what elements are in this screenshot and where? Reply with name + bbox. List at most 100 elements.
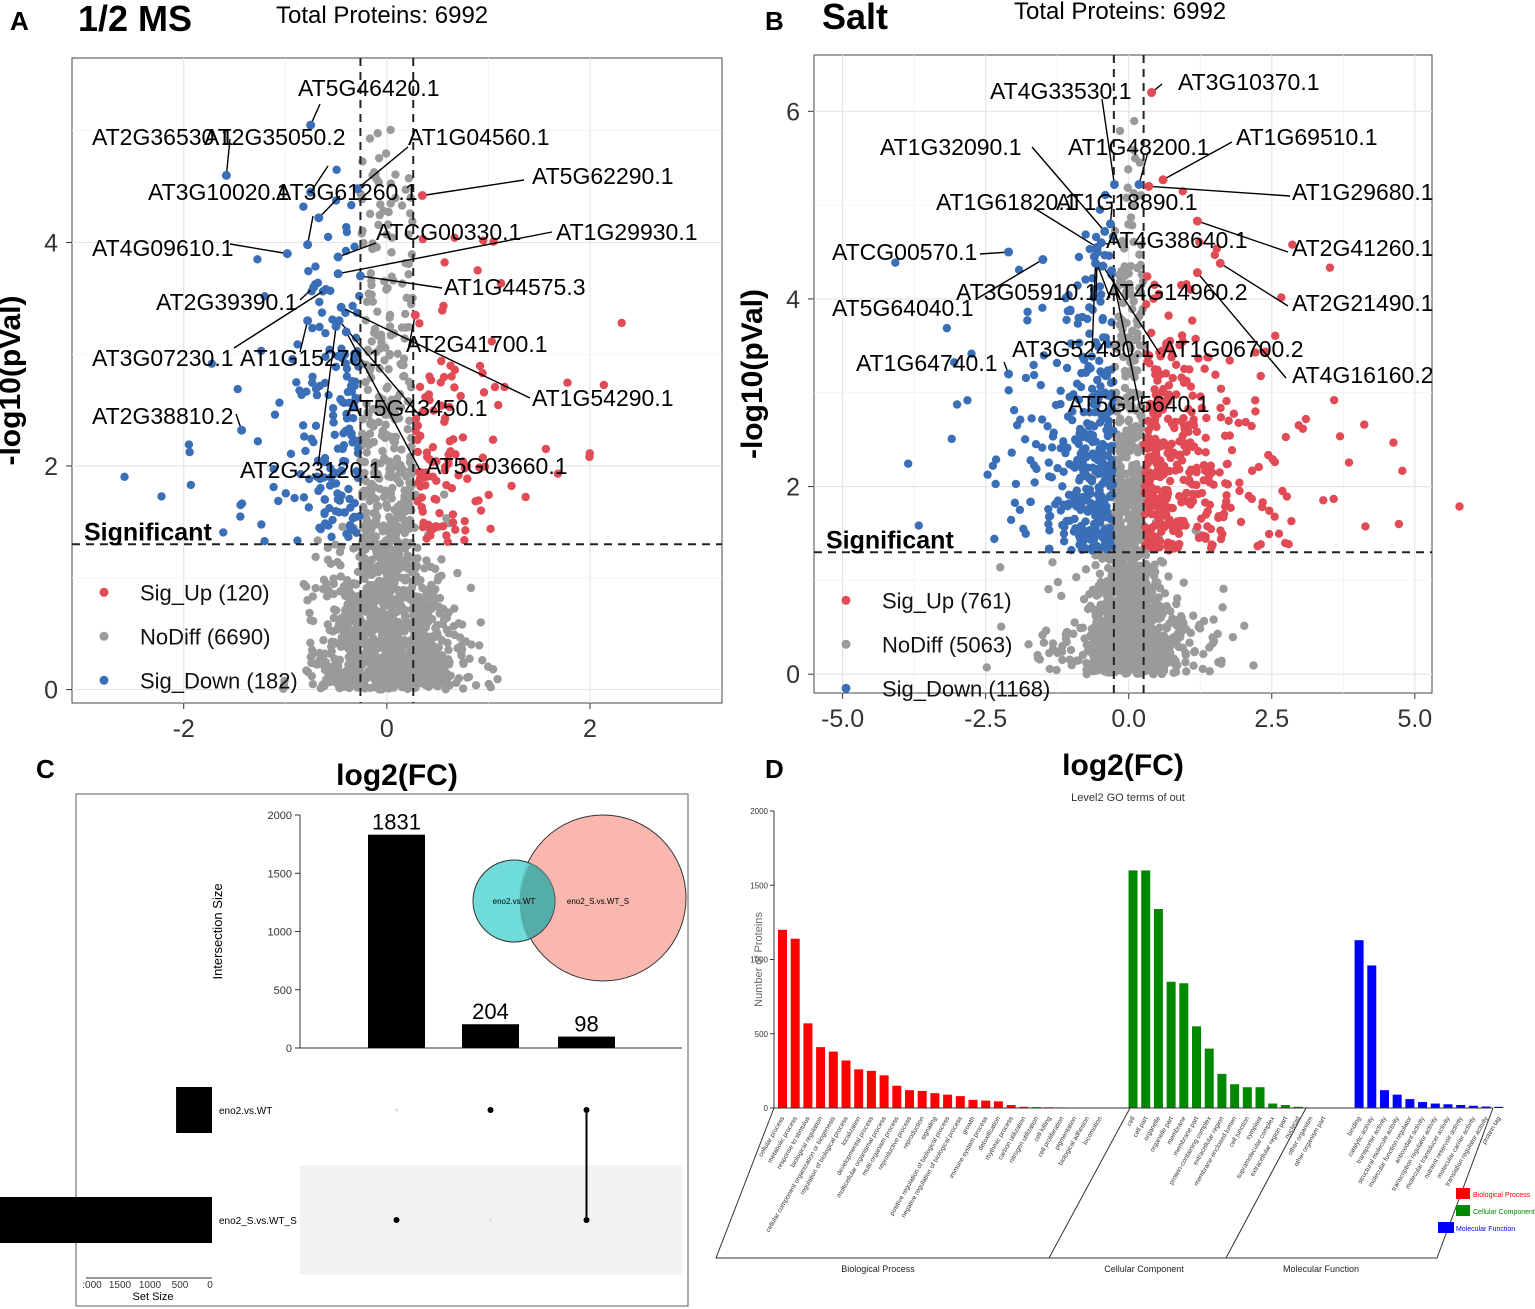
group-label: Biological Process: [841, 1264, 915, 1274]
point-nodiff: [403, 425, 412, 434]
point-nodiff: [308, 650, 317, 659]
point-nodiff: [453, 568, 462, 578]
point-nodiff: [493, 674, 502, 684]
go-bar: [1379, 1090, 1389, 1108]
point-nodiff: [426, 657, 436, 666]
go-bar: [828, 1051, 838, 1108]
go-bar: [1392, 1094, 1402, 1108]
legend-swatch: [1456, 1205, 1470, 1216]
point-nodiff: [365, 429, 375, 438]
point-nodiff: [367, 337, 376, 346]
point-nodiff: [404, 230, 413, 239]
point-nodiff: [386, 179, 396, 188]
panel-b-title: Salt: [822, 0, 889, 37]
point-nodiff: [372, 540, 382, 549]
point-nodiff: [335, 547, 345, 557]
point-nodiff: [344, 588, 354, 597]
point-nodiff: [378, 446, 387, 456]
point-nodiff: [363, 385, 373, 395]
point-nodiff: [371, 518, 380, 527]
go-bar: [943, 1094, 953, 1108]
panel-b-subtitle: Total Proteins: 6992: [1014, 0, 1227, 25]
point-nodiff: [361, 378, 370, 387]
point-nodiff: [374, 178, 383, 187]
go-bar: [1192, 1026, 1202, 1108]
go-bar: [854, 1069, 864, 1108]
legend-label: Biological Process: [1473, 1192, 1531, 1199]
point-nodiff: [408, 217, 417, 226]
go-bar: [1141, 870, 1151, 1108]
go-bar: [803, 1023, 813, 1108]
group-label: Molecular Function: [1283, 1264, 1359, 1274]
go-bar: [905, 1090, 914, 1108]
point-nodiff: [435, 593, 445, 603]
go-bar: [879, 1075, 889, 1108]
go-bar: [1179, 983, 1189, 1108]
y-axis-label: Number of Proteins: [753, 912, 765, 1007]
go-bar: [1204, 1048, 1214, 1108]
point-nodiff: [374, 220, 383, 230]
point-nodiff: [372, 243, 381, 252]
point-nodiff: [433, 660, 442, 669]
go-bar: [1230, 1084, 1240, 1108]
go-bar: [1128, 870, 1138, 1108]
panel-a-title: 1/2 MS: [78, 0, 193, 39]
point-nodiff: [302, 666, 311, 675]
point-nodiff: [381, 500, 391, 509]
point-nodiff: [393, 349, 402, 358]
point-nodiff: [319, 575, 329, 585]
y-tick-label: 1500: [750, 881, 768, 890]
point-nodiff: [368, 297, 378, 306]
point-nodiff: [322, 592, 332, 601]
point-nodiff: [365, 580, 374, 590]
point-nodiff: [383, 283, 392, 293]
point-nodiff: [382, 230, 391, 239]
point-nodiff: [374, 576, 384, 586]
point-nodiff: [336, 561, 345, 570]
legend-swatch: [1438, 1222, 1454, 1233]
point-nodiff: [365, 134, 375, 143]
point-nodiff: [382, 384, 391, 393]
point-nodiff: [364, 347, 373, 357]
point-nodiff: [332, 625, 342, 634]
go-bar: [1367, 965, 1377, 1108]
point-nodiff: [369, 328, 379, 337]
point-nodiff: [404, 270, 413, 279]
point-nodiff: [362, 399, 371, 409]
point-nodiff: [373, 129, 382, 138]
point-nodiff: [349, 544, 358, 553]
go-bar: [1443, 1104, 1453, 1108]
y-tick-label: 0: [764, 1104, 769, 1113]
go-bar: [1354, 940, 1364, 1108]
legend-label: Cellular Component: [1473, 1209, 1535, 1216]
point-nodiff: [280, 676, 289, 686]
y-tick-label: 500: [755, 1030, 769, 1039]
point-nodiff: [360, 457, 370, 467]
point-nodiff: [336, 572, 345, 581]
go-bar: [1255, 1087, 1265, 1108]
point-nodiff: [338, 522, 347, 532]
point-nodiff: [373, 307, 382, 316]
panel-c-letter: C: [36, 754, 55, 784]
go-bar: [955, 1096, 965, 1108]
point-nodiff: [366, 269, 376, 278]
point-nodiff: [401, 185, 410, 194]
point-nodiff: [361, 519, 371, 529]
go-bar: [790, 938, 800, 1108]
point-nodiff: [387, 248, 396, 257]
go-bar: [981, 1100, 991, 1108]
go-bar: [778, 929, 787, 1108]
go-bar: [866, 1070, 876, 1108]
point-nodiff: [401, 309, 410, 319]
legend-swatch: [1456, 1188, 1470, 1199]
point-nodiff: [307, 658, 316, 668]
point-nodiff: [431, 624, 440, 633]
point-nodiff: [362, 297, 372, 306]
group-label: Cellular Component: [1104, 1264, 1184, 1274]
point-nodiff: [403, 551, 412, 560]
point-nodiff: [457, 641, 466, 650]
point-nodiff: [311, 552, 320, 562]
point-nodiff: [308, 679, 318, 689]
panel-b-letter: B: [765, 6, 784, 36]
